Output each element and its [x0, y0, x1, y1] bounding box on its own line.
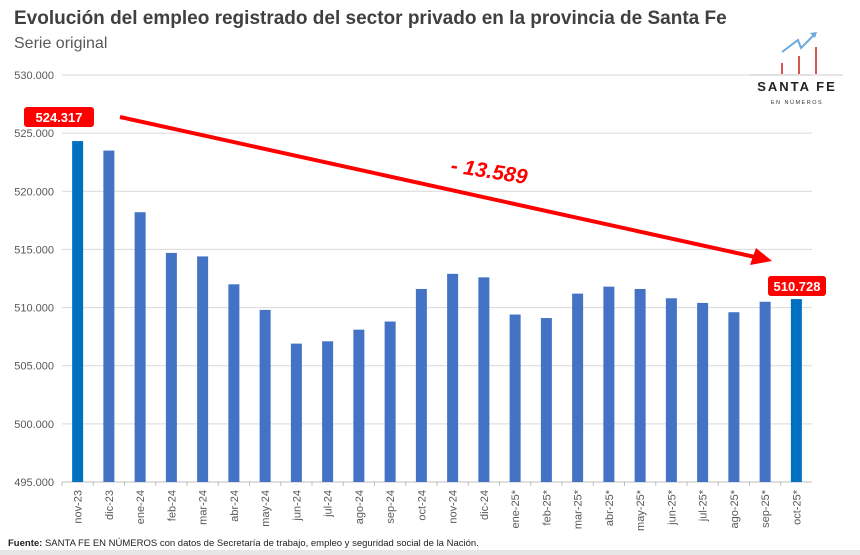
bar-ene-25* — [509, 314, 521, 482]
bar-feb-25* — [540, 318, 552, 482]
santa-fe-logo: SANTA FE EN NÚMEROS — [750, 32, 843, 106]
source-footer: Fuente: SANTA FE EN NÚMEROS con datos de… — [8, 538, 479, 549]
x-axis: nov-23 dic-23 ene-24 feb-24 mar-24 abr-24 may-… — [61, 482, 803, 531]
bar-nov-24 — [447, 273, 459, 482]
trend-arrow-line — [119, 115, 756, 259]
x-tick-label: jul-24 — [323, 490, 335, 518]
x-tick-label: feb-25* — [541, 489, 553, 525]
y-tick-label: 505.000 — [14, 361, 54, 373]
bar-jun-25* — [665, 298, 677, 482]
x-tick-label: dic-24 — [479, 490, 491, 520]
x-tick-label: oct-24 — [416, 490, 428, 521]
end-value-label: 510.728 — [774, 279, 821, 294]
start-value-label: 524.317 — [36, 110, 83, 125]
y-tick-label: 525.000 — [14, 128, 54, 140]
y-axis: 495.000 500.000 505.000 510.000 515.000 520.0… — [14, 70, 54, 489]
y-tick-label: 520.000 — [14, 186, 54, 198]
x-tick-label: ene-25* — [510, 489, 522, 528]
bar-nov-23 — [72, 141, 84, 482]
x-tick-label: ene-24 — [135, 490, 147, 524]
bar-mar-25* — [572, 293, 584, 482]
x-tick-label: ago-24 — [354, 490, 366, 524]
bars — [72, 141, 802, 483]
x-tick-label: oct-25* — [791, 489, 803, 525]
chart-title: Evolución del empleo registrado del sect… — [14, 8, 727, 29]
logo-text: SANTA FE — [757, 79, 837, 94]
start-label-box — [24, 107, 94, 127]
bar-dic-24 — [478, 277, 490, 482]
x-tick-label: ago-25* — [729, 489, 741, 528]
bar-dic-23 — [103, 150, 115, 483]
x-tick-label: mar-25* — [573, 489, 585, 529]
chart-subtitle: Serie original — [14, 35, 108, 52]
trend-arrow-head — [750, 248, 772, 265]
x-tick-label: abr-25* — [604, 489, 616, 526]
x-tick-label: mar-24 — [198, 490, 210, 525]
x-tick-label: feb-24 — [166, 490, 178, 521]
x-tick-label: abr-24 — [229, 490, 241, 522]
bar-abr-25* — [603, 286, 615, 482]
bar-may-25* — [634, 288, 646, 482]
x-tick-label: sep-24 — [385, 490, 397, 524]
bar-may-24 — [259, 309, 271, 482]
x-tick-label: nov-24 — [448, 490, 460, 524]
bar-sep-25* — [759, 301, 771, 482]
bar-jul-25* — [697, 302, 709, 482]
bar-oct-25* — [790, 299, 802, 482]
end-label-box — [768, 276, 826, 296]
bar-ago-25* — [728, 312, 740, 482]
bar-ene-24 — [134, 212, 146, 482]
x-tick-label: dic-23 — [104, 490, 116, 520]
bar-jul-24 — [322, 341, 334, 482]
difference-label: - 13.589 — [449, 154, 529, 189]
x-tick-label: jun-24 — [291, 490, 303, 522]
bar-feb-24 — [165, 252, 177, 482]
x-tick-label: nov-23 — [73, 490, 85, 524]
x-tick-label: may-25* — [635, 489, 647, 531]
bar-jun-24 — [290, 343, 302, 482]
bar-ago-24 — [353, 329, 365, 482]
x-tick-label: jun-25* — [666, 489, 678, 526]
x-tick-label: jul-25* — [698, 489, 710, 522]
bottom-bar — [0, 550, 860, 555]
footer-text: SANTA FE EN NÚMEROS con datos de Secreta… — [42, 538, 479, 549]
logo-subtext: EN NÚMEROS — [771, 99, 823, 106]
bar-sep-24 — [384, 321, 396, 482]
bar-oct-24 — [415, 288, 427, 482]
x-tick-label: may-24 — [260, 490, 272, 527]
y-tick-label: 510.000 — [14, 303, 54, 315]
y-tick-label: 495.000 — [14, 477, 54, 489]
bar-abr-24 — [228, 284, 240, 482]
x-tick-label: sep-25* — [760, 489, 772, 528]
footer-label: Fuente: — [8, 538, 43, 549]
y-tick-label: 530.000 — [14, 70, 54, 82]
y-tick-label: 515.000 — [14, 244, 54, 256]
y-tick-label: 500.000 — [14, 419, 54, 431]
bar-mar-24 — [197, 256, 209, 482]
